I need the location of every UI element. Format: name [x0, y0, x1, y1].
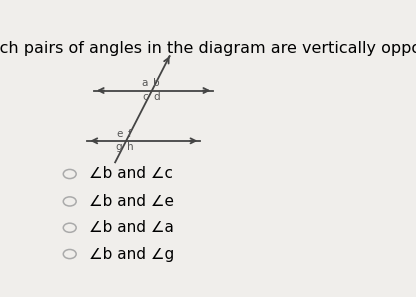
- Text: Which pairs of angles in the diagram are vertically opposite?: Which pairs of angles in the diagram are…: [0, 41, 416, 56]
- Text: ∠b and ∠c: ∠b and ∠c: [89, 167, 173, 181]
- Text: h: h: [127, 142, 134, 152]
- Text: b: b: [153, 78, 160, 88]
- Text: a: a: [142, 78, 148, 88]
- Text: ∠b and ∠a: ∠b and ∠a: [89, 220, 174, 235]
- Text: e: e: [116, 129, 122, 138]
- Text: ∠b and ∠e: ∠b and ∠e: [89, 194, 174, 209]
- Text: f: f: [127, 129, 131, 138]
- Text: g: g: [116, 142, 122, 152]
- Text: d: d: [153, 92, 160, 102]
- Text: c: c: [142, 92, 148, 102]
- Text: ∠b and ∠g: ∠b and ∠g: [89, 247, 174, 262]
